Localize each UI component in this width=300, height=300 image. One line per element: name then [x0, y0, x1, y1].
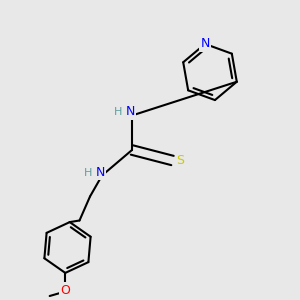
Text: N: N — [200, 38, 210, 50]
Text: N: N — [126, 105, 135, 119]
Text: H: H — [114, 107, 123, 117]
Text: N: N — [96, 166, 105, 179]
Text: O: O — [60, 284, 70, 296]
Text: H: H — [84, 167, 93, 178]
Text: S: S — [176, 154, 184, 167]
